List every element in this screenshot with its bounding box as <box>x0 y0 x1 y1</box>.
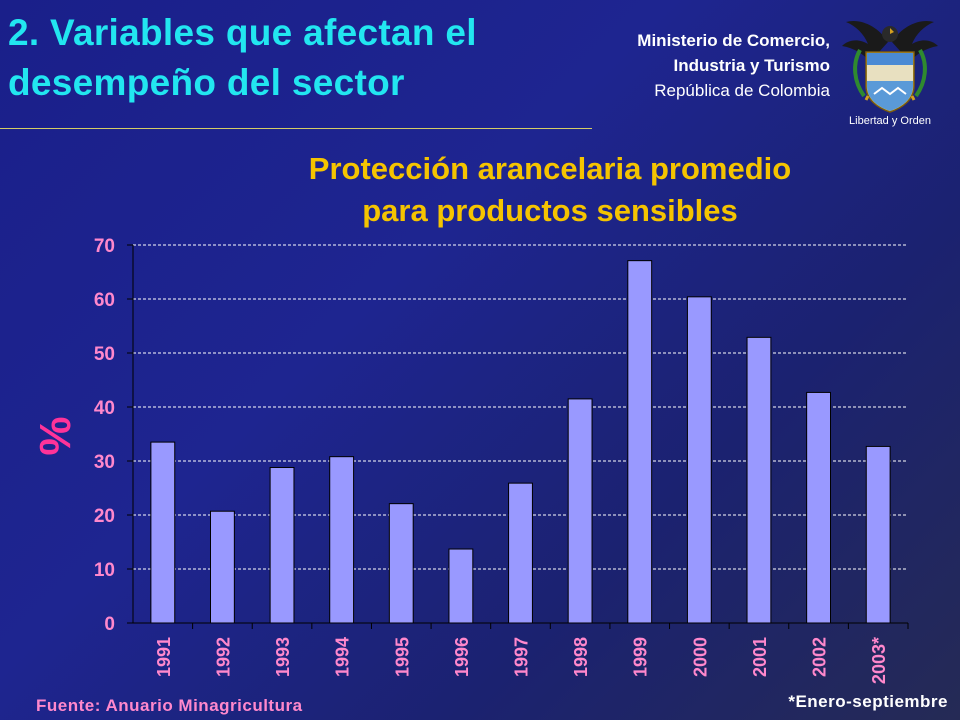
chart-title-line2: para productos sensibles <box>362 193 738 228</box>
footnote: *Enero-septiembre <box>788 692 948 711</box>
x-tick-label: 2001 <box>750 637 770 677</box>
y-tick-label: 60 <box>94 290 115 311</box>
y-tick-label: 10 <box>94 560 115 581</box>
slide-title: 2. Variables que afectan el desempeño de… <box>8 8 477 108</box>
ministry-line3: República de Colombia <box>654 81 830 100</box>
ministry-line2: Industria y Turismo <box>673 56 831 75</box>
bar-1999 <box>627 260 653 624</box>
x-tick-label: 1996 <box>452 637 472 677</box>
slide-title-line2: desempeño del sector <box>8 62 405 103</box>
slide-title-line1: 2. Variables que afectan el <box>8 12 477 53</box>
y-tick-label: 40 <box>94 398 115 419</box>
y-tick-label: 70 <box>94 236 115 257</box>
x-tick-label: 1998 <box>571 637 591 677</box>
bar-1992 <box>210 510 235 624</box>
ministry-block: Ministerio de Comercio, Industria y Turi… <box>637 28 830 103</box>
y-tick-label: 50 <box>94 344 115 365</box>
colombia-coat-of-arms-logo: Libertad y Orden <box>842 20 938 127</box>
title-divider <box>0 128 592 129</box>
x-tick-label: 2000 <box>690 637 710 677</box>
chart-title: Protección arancelaria promedio para pro… <box>150 148 950 232</box>
y-tick-label: 20 <box>94 506 115 527</box>
bar-1993 <box>269 466 295 624</box>
crest-motto: Libertad y Orden <box>849 115 931 127</box>
ministry-line1: Ministerio de Comercio, <box>637 31 830 50</box>
x-tick-labels: 1991 1992 1993 1994 1995 1996 1997 1998 1999 2000… <box>154 637 889 684</box>
bar-2003 <box>865 445 891 624</box>
bar-2000 <box>686 296 712 624</box>
chart-title-line1: Protección arancelaria promedio <box>308 151 792 186</box>
bar-2001 <box>746 336 772 624</box>
x-tick-label: 1997 <box>512 637 532 677</box>
bar-1996 <box>448 548 474 624</box>
bar-1997 <box>508 482 533 624</box>
y-tick-label: 0 <box>104 614 115 635</box>
bar-1998 <box>567 398 593 624</box>
x-tick-label: 1999 <box>631 637 651 677</box>
bar-1994 <box>329 456 355 624</box>
x-tick-label: 1992 <box>213 637 233 677</box>
x-tick-label: 1994 <box>333 637 353 677</box>
bars <box>150 260 891 624</box>
y-tick-labels: 0 10 20 30 40 50 60 70 <box>94 236 115 635</box>
bar-1995 <box>388 503 414 624</box>
bar-1991 <box>150 441 176 624</box>
x-tick-label: 1993 <box>273 637 293 677</box>
source-note: Fuente: Anuario Minagricultura <box>36 696 303 715</box>
y-tick-label: 30 <box>94 452 115 473</box>
x-tick-label: 1995 <box>392 637 412 677</box>
x-tick-label: 1991 <box>154 637 174 677</box>
x-tick-label: 2002 <box>810 637 830 677</box>
x-tick-label: 2003* <box>869 637 889 684</box>
bar-2002 <box>806 391 832 624</box>
